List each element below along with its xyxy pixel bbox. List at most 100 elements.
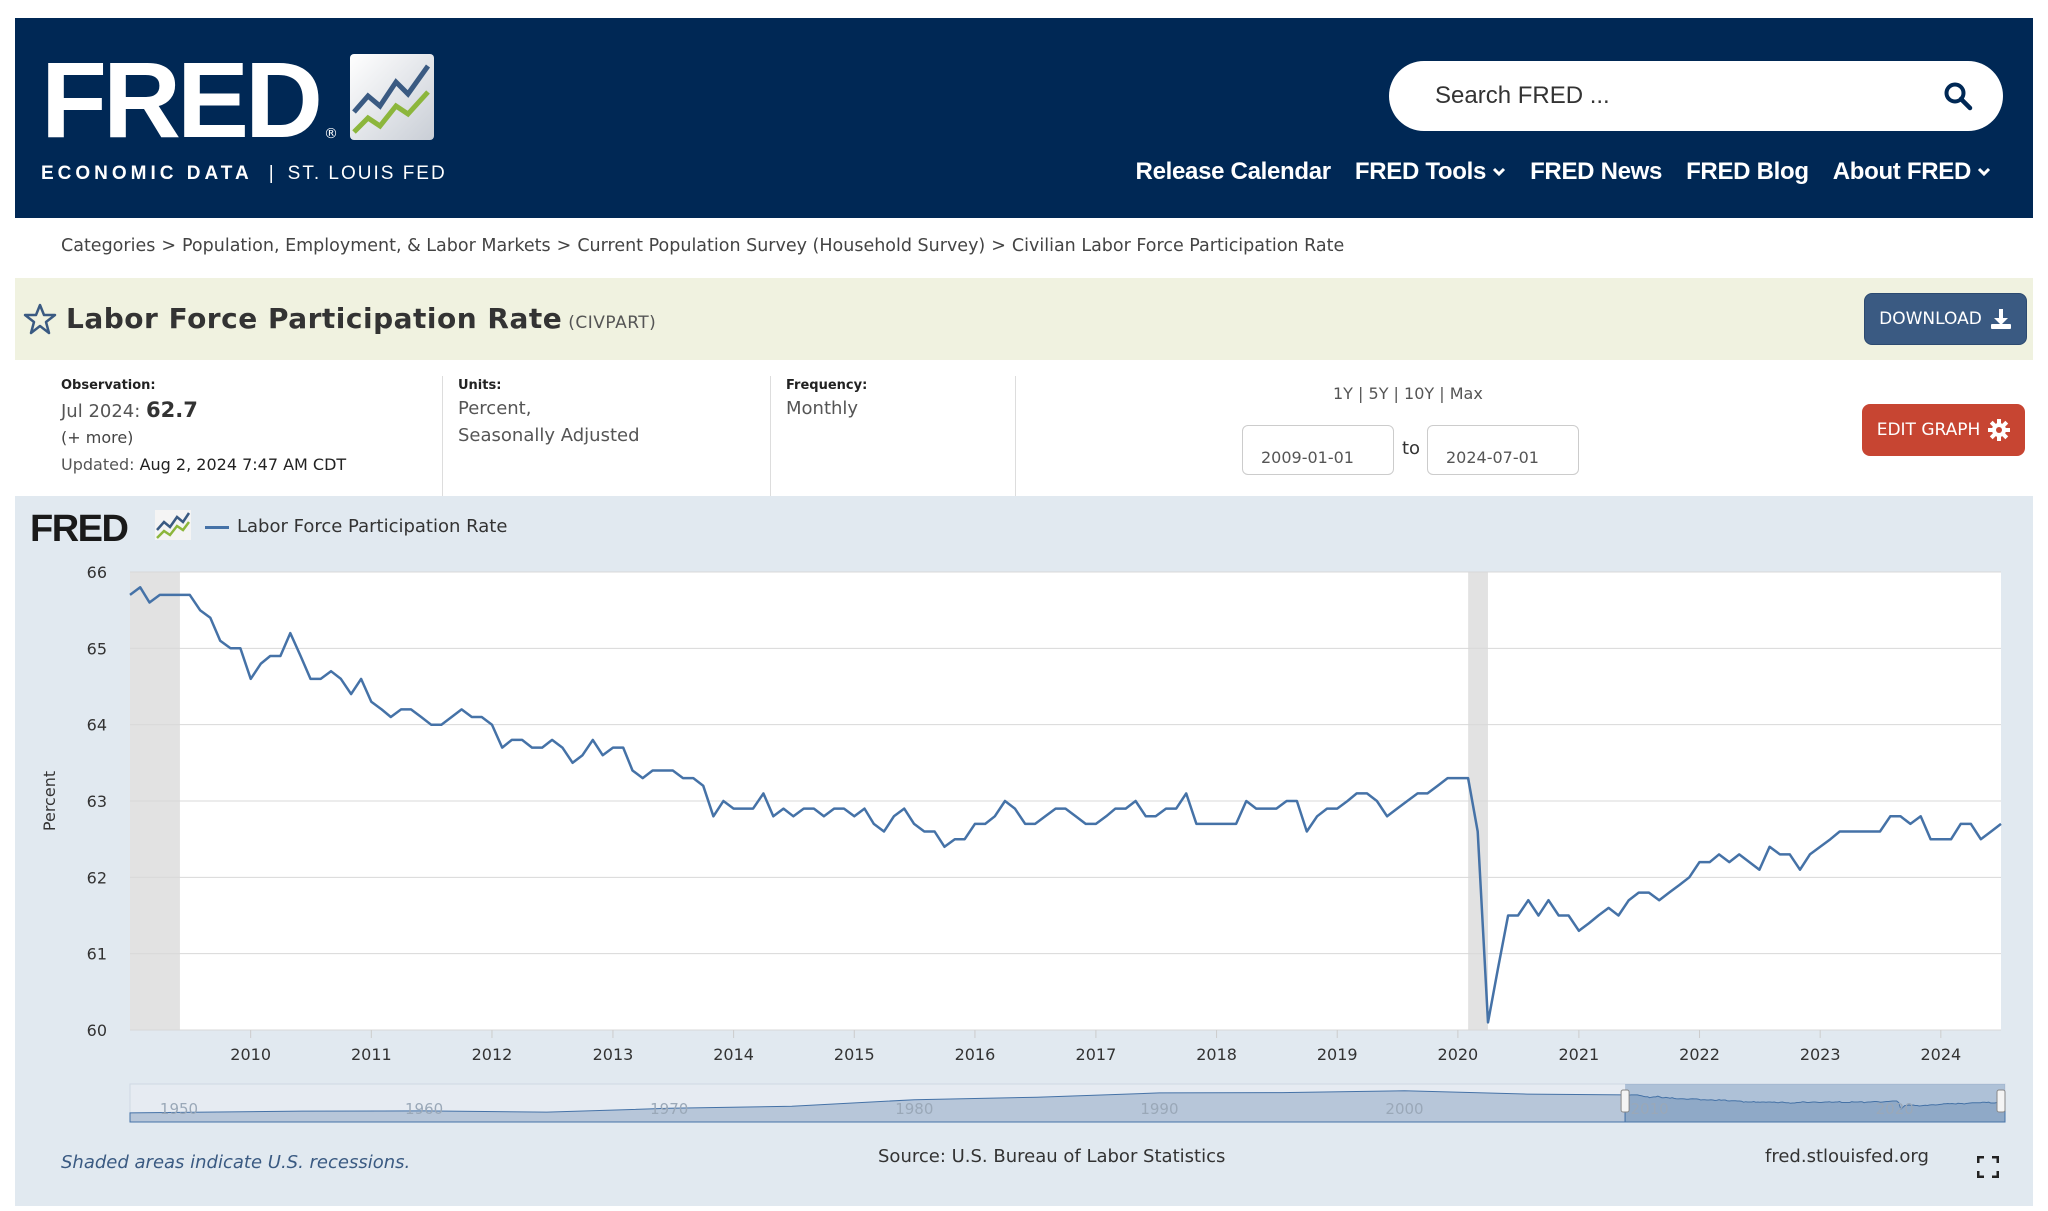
observation-value: 62.7 <box>146 398 198 422</box>
main-nav: Release Calendar FRED Tools FRED News FR… <box>1136 158 1991 186</box>
chevron-down-icon <box>1977 167 1991 177</box>
recession-footnote: Shaded areas indicate U.S. recessions. <box>61 1152 411 1173</box>
edit-graph-label: EDIT GRAPH <box>1876 420 1981 440</box>
chevron-down-icon <box>1493 167 1506 177</box>
breadcrumb-civilian-lfpr[interactable]: Civilian Labor Force Participation Rate <box>1011 236 1345 256</box>
registered-mark: ® <box>324 126 338 142</box>
series-title-bar: Labor Force Participation Rate (CIVPART) … <box>15 278 2033 360</box>
observation-date: Jul 2024: <box>61 401 141 422</box>
divider <box>1015 376 1016 496</box>
updated-value: Aug 2, 2024 7:47 AM CDT <box>139 455 347 474</box>
y-tick-label: 66 <box>87 563 107 582</box>
nav-fred-tools[interactable]: FRED Tools <box>1355 158 1506 186</box>
series-id: (CIVPART) <box>568 313 657 333</box>
navigator-label: 1980 <box>895 1100 933 1118</box>
observation-line: Jul 2024: 62.7 <box>61 397 346 425</box>
x-tick-label: 2022 <box>1679 1045 1720 1064</box>
fred-logo[interactable]: FRED <box>41 39 323 160</box>
navigator-label: 1950 <box>160 1100 198 1118</box>
frequency-value: Monthly <box>786 398 859 419</box>
breadcrumb-separator: > <box>991 236 1006 256</box>
star-icon[interactable] <box>23 302 57 336</box>
end-date-input[interactable] <box>1427 425 1579 475</box>
navigator-selection <box>1625 1084 2005 1122</box>
x-tick-label: 2017 <box>1076 1045 1117 1064</box>
search-box <box>1389 61 2003 131</box>
logo-st-louis-fed: ST. LOUIS FED <box>287 163 447 184</box>
x-tick-label: 2020 <box>1438 1045 1479 1064</box>
legend-line-swatch <box>205 525 229 529</box>
x-tick-label: 2019 <box>1317 1045 1358 1064</box>
nav-about-fred[interactable]: About FRED <box>1833 158 1991 186</box>
divider <box>770 376 771 496</box>
updated-label: Updated: <box>61 455 135 474</box>
navigator-label: 1960 <box>405 1100 443 1118</box>
y-tick-label: 60 <box>87 1021 107 1040</box>
units-block: Units: Percent, Seasonally Adjusted <box>458 378 640 449</box>
edit-graph-button[interactable]: EDIT GRAPH <box>1862 404 2025 456</box>
date-to-label: to <box>1402 438 1421 459</box>
frequency-label: Frequency: <box>786 378 868 393</box>
download-button[interactable]: DOWNLOAD <box>1864 293 2027 345</box>
y-axis-label: Percent <box>40 771 59 831</box>
nav-fred-news[interactable]: FRED News <box>1530 158 1663 185</box>
fred-url[interactable]: fred.stlouisfed.org <box>1765 1146 1929 1167</box>
x-tick-label: 2015 <box>834 1045 875 1064</box>
fullscreen-icon[interactable] <box>1977 1156 1999 1178</box>
navigator-series-area <box>1624 1094 2006 1123</box>
search-icon[interactable] <box>1943 81 1973 111</box>
gear-icon <box>1988 419 2011 441</box>
y-tick-label: 62 <box>87 868 107 887</box>
graph-panel: FRED Labor Force Participation Rate 60 61… <box>15 496 2033 1206</box>
y-tick-label: 61 <box>87 945 107 964</box>
line-chart[interactable]: 60 61 62 63 64 65 66 2010 2011 2012 2013 2014 2015 20… <box>15 496 2033 1206</box>
x-tick-label: 2011 <box>351 1045 392 1064</box>
nav-fred-blog[interactable]: FRED Blog <box>1686 158 1809 185</box>
x-tick-label: 2016 <box>955 1045 996 1064</box>
range-links[interactable]: 1Y | 5Y | 10Y | Max <box>1333 384 1483 403</box>
download-icon <box>1990 309 2011 329</box>
logo-separator: | <box>268 163 274 184</box>
logo-subtitle: ECONOMIC DATA | ST. LOUIS FED <box>41 163 447 185</box>
fred-graph-logo-icon[interactable] <box>350 54 434 140</box>
breadcrumb-separator: > <box>161 236 176 256</box>
series-title: Labor Force Participation Rate <box>66 302 563 335</box>
y-tick-label: 64 <box>87 716 107 735</box>
nav-release-calendar[interactable]: Release Calendar <box>1135 158 1332 185</box>
x-tick-label: 2013 <box>593 1045 634 1064</box>
units-line-2: Seasonally Adjusted <box>458 425 640 446</box>
breadcrumb-population-employment[interactable]: Population, Employment, & Labor Markets <box>182 236 551 256</box>
breadcrumb-categories[interactable]: Categories <box>61 236 156 256</box>
x-tick-label: 2024 <box>1920 1045 1961 1064</box>
graph-fred-logo: FRED <box>30 508 129 550</box>
breadcrumb-current-population-survey[interactable]: Current Population Survey (Household Sur… <box>577 236 986 256</box>
updated-line: Updated: Aug 2, 2024 7:47 AM CDT <box>61 455 346 474</box>
x-tick-label: 2012 <box>472 1045 513 1064</box>
search-input[interactable] <box>1389 61 1929 131</box>
observation-label: Observation: <box>61 378 156 393</box>
x-tick-label: 2023 <box>1800 1045 1841 1064</box>
site-header: FRED ® ECONOMIC DATA | ST. LOUIS FED Relea… <box>15 18 2033 218</box>
navigator-label: 2020 <box>1876 1100 1914 1118</box>
start-date-input[interactable] <box>1242 425 1394 475</box>
page-title: Labor Force Participation Rate (CIVPART) <box>66 302 656 335</box>
navigator-handle <box>1620 1089 1630 1113</box>
observation-block: Observation: Jul 2024: 62.7 (+ more) Upd… <box>61 378 346 474</box>
x-tick-label: 2014 <box>713 1045 754 1064</box>
navigator-label: 1970 <box>650 1100 688 1118</box>
navigator-label: 2000 <box>1385 1100 1423 1118</box>
source-note: Source: U.S. Bureau of Labor Statistics <box>878 1146 1226 1167</box>
series-line <box>129 586 2002 1024</box>
x-tick-label: 2018 <box>1196 1045 1237 1064</box>
frequency-block: Frequency: Monthly <box>786 378 867 422</box>
more-observations-link[interactable]: (+ more) <box>61 428 134 447</box>
navigator-handle <box>1996 1089 2006 1113</box>
y-tick-label: 65 <box>87 639 107 658</box>
navigator-label: 2010 <box>1631 1100 1669 1118</box>
mini-graph-logo-icon <box>155 510 191 540</box>
chart-legend[interactable]: Labor Force Participation Rate <box>205 516 507 537</box>
download-label: DOWNLOAD <box>1879 309 1982 329</box>
legend-label: Labor Force Participation Rate <box>237 516 508 537</box>
x-tick-label: 2010 <box>230 1045 271 1064</box>
units-line-1: Percent, <box>458 398 532 419</box>
